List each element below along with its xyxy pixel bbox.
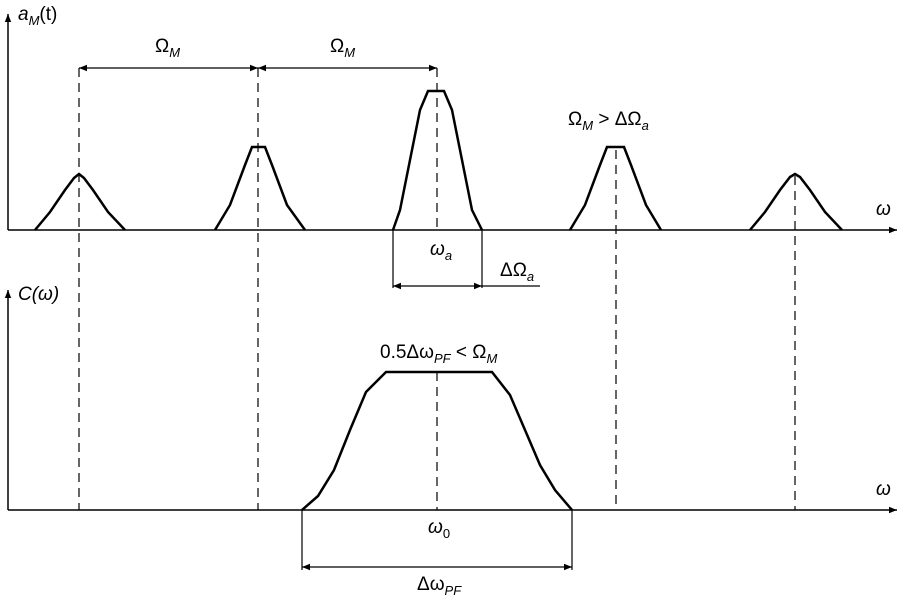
top-plot: aM(t) ω ΩM ΩM ΩM > ΔΩa ωa ΔΩa (4, 4, 897, 290)
top-y-axis-label: aM(t) (18, 4, 57, 28)
filter-response-curve (301, 370, 573, 511)
spacing-label-left: ΩM (155, 36, 180, 60)
center-frequency-label: ωa (430, 239, 452, 263)
spectral-peak-4 (568, 145, 663, 231)
bottom-x-axis-label: ω (876, 479, 891, 500)
spectral-peak-center (391, 89, 484, 231)
bandwidth-label: ΔΩa (500, 260, 534, 284)
top-condition-label: ΩM > ΔΩa (568, 109, 649, 133)
bottom-condition-label: 0.5ΔωPF < ΩM (380, 342, 497, 366)
spectral-peak-5 (749, 172, 843, 231)
bottom-y-axis-label: C(ω) (18, 284, 59, 305)
passband-label: ΔωPF (417, 574, 462, 598)
spectral-peak-2 (213, 145, 307, 231)
spacing-label-right: ΩM (330, 36, 355, 60)
top-x-axis-label: ω (876, 199, 891, 220)
dashed-guide-lines (78, 68, 796, 510)
filter-center-label: ω0 (428, 517, 450, 541)
bottom-plot: C(ω) ω 0.5ΔωPF < ΩM ω0 ΔωPF (4, 284, 897, 598)
spectral-peak-1 (34, 172, 126, 231)
